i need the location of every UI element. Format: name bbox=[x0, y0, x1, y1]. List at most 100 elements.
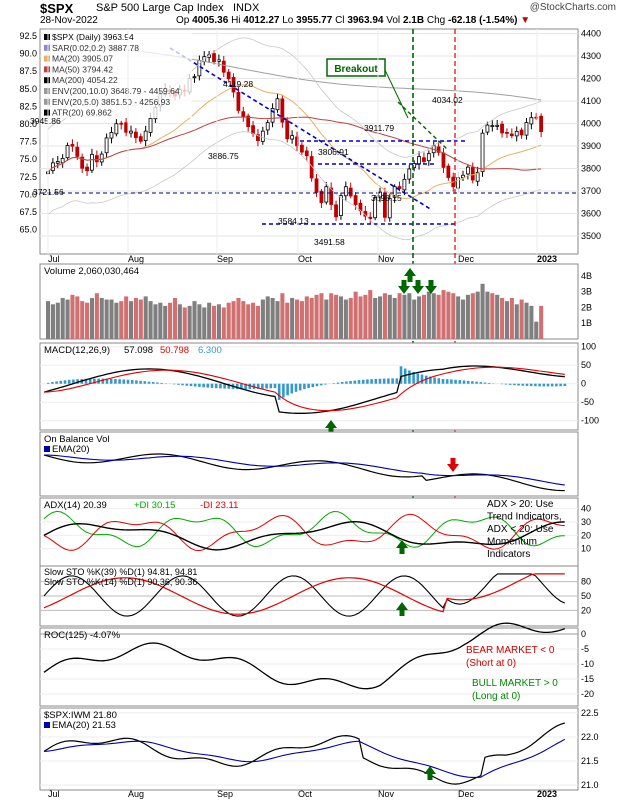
macd-histogram-bar bbox=[244, 383, 247, 390]
candle-body bbox=[290, 135, 295, 140]
volume-bar bbox=[89, 297, 95, 339]
volume-bar bbox=[421, 294, 427, 339]
roc-tick-label: -15 bbox=[581, 674, 594, 684]
x-axis-tick-label: Nov bbox=[378, 254, 395, 264]
volume-bar bbox=[368, 290, 373, 339]
macd-histogram-bar bbox=[240, 383, 243, 390]
obv-title: On Balance Vol bbox=[44, 434, 110, 445]
roc-note-bear: BEAR MARKET < 0 bbox=[466, 645, 555, 656]
macd-histogram-bar bbox=[332, 383, 336, 384]
low-label: Lo bbox=[282, 15, 294, 26]
macd-histogram-bar bbox=[109, 378, 113, 384]
volume-bar bbox=[319, 293, 324, 339]
price-left-tick-label: 75.0 bbox=[19, 154, 37, 164]
chg-down-icon: ▼ bbox=[520, 15, 531, 26]
candle-body bbox=[138, 136, 143, 142]
roc-note-bull: BULL MARKET > 0 bbox=[472, 678, 558, 689]
volume-bar bbox=[524, 302, 529, 339]
volume-bar bbox=[85, 302, 90, 339]
candle-body bbox=[104, 137, 109, 154]
volume-bar bbox=[485, 291, 490, 339]
candle-body bbox=[275, 98, 280, 111]
macd-histogram-bar bbox=[67, 379, 71, 384]
macd-histogram-bar bbox=[126, 379, 130, 384]
candle-body bbox=[270, 108, 275, 123]
volume-bar bbox=[241, 301, 246, 339]
volume-bar bbox=[397, 293, 402, 339]
price-legend-swatch bbox=[44, 77, 50, 84]
volume-bar bbox=[504, 301, 510, 339]
macd-histogram-bar bbox=[93, 378, 96, 384]
volume-tick-label: 1B bbox=[581, 318, 592, 328]
obv-ema-line bbox=[43, 454, 565, 486]
macd-histogram-bar bbox=[487, 382, 491, 384]
volume-bar bbox=[143, 296, 148, 339]
volume-bar bbox=[509, 297, 514, 339]
macd-histogram-bar bbox=[441, 378, 445, 384]
macd-histogram-bar bbox=[210, 383, 214, 388]
macd-histogram-bar bbox=[227, 383, 231, 389]
low-value: 3955.77 bbox=[296, 15, 333, 26]
macd-histogram-bar bbox=[349, 381, 352, 384]
candle-body bbox=[417, 156, 421, 165]
candle-body bbox=[436, 146, 441, 153]
candle-body bbox=[495, 124, 500, 127]
volume-bar bbox=[387, 294, 392, 339]
candle-body bbox=[334, 204, 338, 218]
macd-histogram-bar bbox=[466, 380, 470, 384]
volume-bar bbox=[177, 304, 182, 339]
breakout-callout-box bbox=[326, 58, 386, 77]
price-left-tick-label: 65.0 bbox=[19, 225, 37, 235]
price-annotation-label: 4119.28 bbox=[223, 79, 253, 89]
price-legend-entry: SAR(0.02,0.2) 3887.78 bbox=[52, 43, 139, 53]
volume-bar bbox=[373, 297, 378, 339]
exchange: INDX bbox=[233, 2, 260, 14]
macd-histogram-bar bbox=[185, 383, 189, 386]
volume-bar bbox=[202, 307, 207, 339]
macd-histogram-bar bbox=[118, 379, 121, 384]
candle-body bbox=[119, 122, 124, 125]
macd-histogram-bar bbox=[357, 380, 361, 384]
macd-histogram-bar bbox=[378, 378, 382, 384]
green-up-arrow-icon bbox=[404, 268, 416, 282]
volume-bar bbox=[104, 299, 109, 339]
candle-body bbox=[212, 53, 216, 63]
price-right-tick-label: 4100 bbox=[581, 96, 601, 106]
volume-bar bbox=[446, 291, 451, 339]
macd-histogram-bar bbox=[399, 366, 403, 384]
price-right-tick-label: 3900 bbox=[581, 141, 601, 151]
price-annotation-label: 3886.75 bbox=[208, 151, 239, 161]
volume-bar bbox=[260, 299, 265, 339]
candle-body bbox=[514, 130, 519, 137]
price-right-tick-label: 4200 bbox=[581, 74, 601, 84]
macd-histogram-bar bbox=[256, 383, 260, 389]
macd-tick-label: -100 bbox=[581, 416, 599, 426]
high-value: 4012.27 bbox=[243, 15, 280, 26]
roc-tick-label: -5 bbox=[581, 644, 589, 654]
candle-body bbox=[368, 216, 373, 220]
macd-histogram-bar bbox=[269, 383, 273, 389]
macd-histogram-bar bbox=[433, 377, 436, 384]
candle-body bbox=[285, 120, 290, 140]
macd-histogram-bar bbox=[361, 379, 365, 384]
candle-body bbox=[529, 117, 534, 125]
candle-body bbox=[392, 186, 397, 198]
macd-histogram-bar bbox=[345, 381, 348, 384]
macd-histogram-bar bbox=[189, 383, 193, 387]
candle-body bbox=[60, 157, 65, 164]
volume-tick-label: 4B bbox=[581, 271, 592, 281]
macd-histogram-bar bbox=[114, 379, 117, 384]
adx-line bbox=[43, 520, 565, 551]
volume-bar bbox=[539, 305, 544, 339]
macd-histogram-bar bbox=[382, 378, 386, 384]
macd-histogram-bar bbox=[303, 383, 306, 390]
candle-body bbox=[485, 124, 490, 133]
x-axis-tick-label: Sep bbox=[217, 254, 233, 264]
price-legend-entry: $SPX (Daily) 3963.94 bbox=[52, 32, 134, 42]
macd-histogram-bar bbox=[437, 378, 441, 384]
adx-tick-label: 40 bbox=[581, 504, 591, 514]
candle-body bbox=[143, 130, 148, 141]
price-legend-entry: ENV(20,5.0) 3851.50 - 4256.93 bbox=[52, 97, 170, 107]
macd-histogram-bar bbox=[122, 379, 126, 384]
volume-bar bbox=[265, 296, 270, 339]
